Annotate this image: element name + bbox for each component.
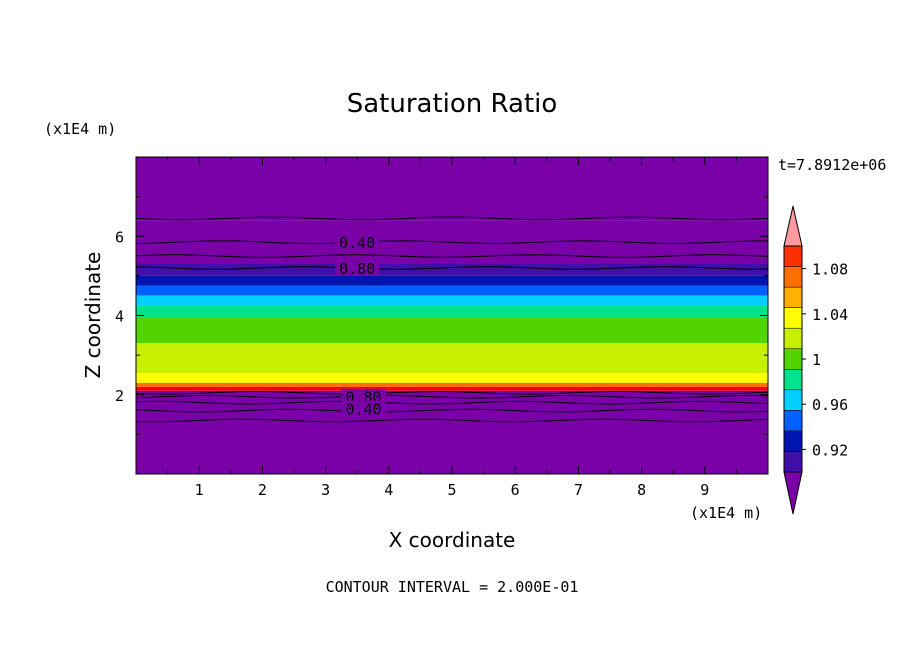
colorbar-band-8	[783, 286, 803, 308]
saturation-band-4	[136, 285, 768, 296]
axes: 1 2 3 4 5 6 7 8 9 2 4 6	[115, 156, 769, 499]
contour-line-5	[135, 394, 769, 399]
saturation-band-0	[136, 157, 768, 221]
contour-label-bg-3	[341, 400, 386, 417]
colorbar-tick-label: 0.92	[812, 441, 848, 459]
saturation-band-10	[136, 382, 768, 387]
x-tick-label: 5	[447, 481, 456, 499]
y-axis-label: Z coordinate	[81, 252, 105, 379]
colorbar-band-7	[783, 307, 803, 329]
colorbar-upper-extension	[783, 205, 803, 247]
colorbar-band-3	[783, 389, 803, 411]
colorbar-band-9	[783, 266, 803, 288]
saturation-band-8	[136, 343, 768, 373]
chart-title: Saturation Ratio	[347, 89, 558, 119]
saturation-band-12	[136, 390, 768, 474]
x-tick-label: 9	[700, 481, 709, 499]
contour-label-bg-1	[335, 259, 380, 276]
y-tick-label: 2	[115, 387, 124, 405]
x-axis-label: X coordinate	[389, 528, 516, 552]
contour-label-0: 0.40	[339, 234, 375, 252]
contour-label-3: 0.40	[345, 401, 381, 419]
x-tick-label: 1	[195, 481, 204, 499]
y-tick-label: 4	[115, 308, 124, 326]
colorbar-band-4	[783, 369, 803, 391]
colorbar-lower-extension	[783, 471, 803, 515]
saturation-band-5	[136, 295, 768, 306]
contour-label-bg-0	[335, 234, 380, 251]
colorbar-band-0	[783, 451, 803, 473]
x-axis-unit: (x1E4 m)	[690, 504, 762, 522]
saturation-band-6	[136, 305, 768, 318]
contour-line-0	[135, 216, 769, 221]
saturation-band-9	[136, 372, 768, 383]
contour-line-6	[135, 400, 769, 405]
colorbar-band-5	[783, 348, 803, 370]
saturation-band-2	[136, 263, 768, 276]
x-tick-label: 6	[511, 481, 520, 499]
contour-line-3	[135, 266, 769, 270]
x-tick-label: 2	[258, 481, 267, 499]
colorbar-tick-label: 0.96	[812, 396, 848, 414]
colorbar-band-1	[783, 430, 803, 452]
contour-lines: 0.400.800.800.40	[135, 216, 769, 423]
x-tick-label: 3	[321, 481, 330, 499]
contour-line-8	[135, 418, 769, 423]
contour-line-4	[135, 390, 769, 395]
saturation-band-7	[136, 317, 768, 344]
saturation-band-11	[136, 386, 768, 391]
saturation-band-3	[136, 275, 768, 286]
colorbar: 0.92 0.96 1 1.04 1.08	[783, 205, 848, 515]
contour-interval-footer: CONTOUR INTERVAL = 2.000E-01	[326, 578, 579, 596]
colorbar-tick-label: 1.08	[812, 261, 848, 279]
colorbar-tick-label: 1.04	[812, 306, 848, 324]
colorbar-band-10	[783, 245, 803, 267]
x-tick-label: 8	[637, 481, 646, 499]
x-tick-label: 4	[384, 481, 393, 499]
contour-line-2	[135, 254, 769, 258]
contour-line-1	[135, 240, 769, 245]
colorbar-band-2	[783, 410, 803, 432]
contour-label-1: 0.80	[339, 260, 375, 278]
x-tick-label: 7	[574, 481, 583, 499]
contour-line-7	[135, 408, 769, 413]
colorbar-band-6	[783, 327, 803, 349]
y-tick-label: 6	[115, 228, 124, 246]
time-label: t=7.8912e+06	[778, 156, 886, 174]
y-axis-unit: (x1E4 m)	[44, 120, 116, 138]
plot-area	[136, 157, 768, 474]
colorbar-tick-label: 1	[812, 351, 821, 369]
